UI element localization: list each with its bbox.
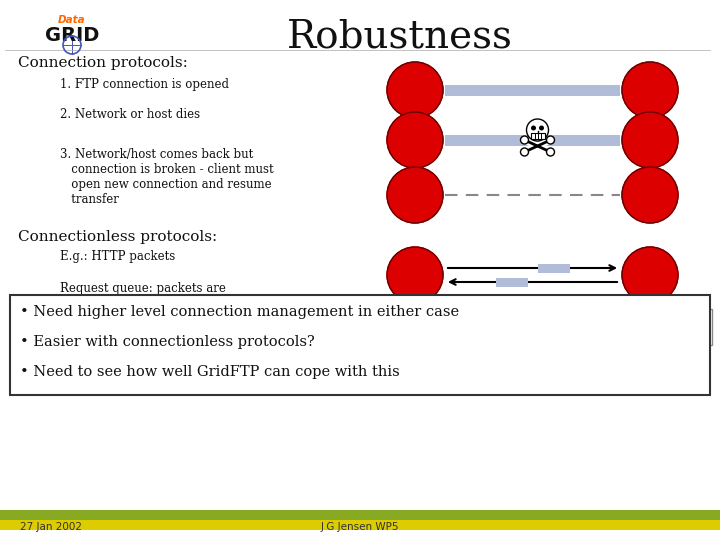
Text: 27 Jan 2002: 27 Jan 2002: [20, 522, 82, 532]
Text: Connection protocols:: Connection protocols:: [18, 56, 188, 70]
Circle shape: [387, 62, 443, 118]
Circle shape: [387, 112, 443, 168]
Text: • Easier with connectionless protocols?: • Easier with connectionless protocols?: [20, 335, 315, 349]
Circle shape: [521, 148, 528, 156]
Bar: [691, 311, 709, 317]
Circle shape: [539, 125, 544, 131]
Text: Robustness: Robustness: [287, 18, 513, 55]
Bar: [0, 520, 720, 530]
Circle shape: [622, 167, 678, 223]
Circle shape: [387, 167, 443, 223]
Text: GRID: GRID: [45, 26, 99, 45]
Circle shape: [546, 136, 554, 144]
Bar: [445, 84, 620, 96]
Circle shape: [531, 125, 536, 131]
Bar: [531, 133, 544, 139]
Text: 2. Network or host dies: 2. Network or host dies: [60, 108, 200, 121]
Circle shape: [622, 247, 678, 303]
Bar: [523, 316, 542, 334]
Bar: [445, 134, 620, 145]
Circle shape: [622, 62, 678, 118]
Circle shape: [521, 136, 528, 144]
Circle shape: [622, 112, 678, 168]
Circle shape: [387, 247, 443, 303]
Bar: [10, 295, 710, 395]
Bar: [495, 321, 528, 329]
Bar: [691, 327, 709, 333]
Text: 3. Network/host comes back but
   connection is broken - client must
   open new: 3. Network/host comes back but connectio…: [60, 148, 274, 206]
Bar: [538, 264, 570, 273]
Circle shape: [546, 148, 554, 156]
Text: Request queue: packets are
   queued and acknowledged: Request queue: packets are queued and ac…: [60, 282, 230, 310]
Text: Connectionless protocols:: Connectionless protocols:: [18, 230, 217, 244]
Bar: [0, 510, 720, 520]
Circle shape: [526, 119, 549, 141]
Text: • Need to see how well GridFTP can cope with this: • Need to see how well GridFTP can cope …: [20, 365, 400, 379]
Bar: [538, 312, 570, 321]
Circle shape: [622, 297, 678, 353]
Text: Data: Data: [58, 15, 86, 25]
Bar: [495, 278, 528, 287]
Text: E.g.: HTTP packets: E.g.: HTTP packets: [60, 250, 175, 263]
Circle shape: [387, 297, 443, 353]
Text: 1. FTP connection is opened: 1. FTP connection is opened: [60, 78, 229, 91]
Bar: [691, 335, 709, 341]
Bar: [688, 309, 712, 345]
Bar: [691, 319, 709, 325]
Text: • Need higher level connection management in either case: • Need higher level connection managemen…: [20, 305, 459, 319]
Text: J G Jensen WP5: J G Jensen WP5: [320, 522, 400, 532]
